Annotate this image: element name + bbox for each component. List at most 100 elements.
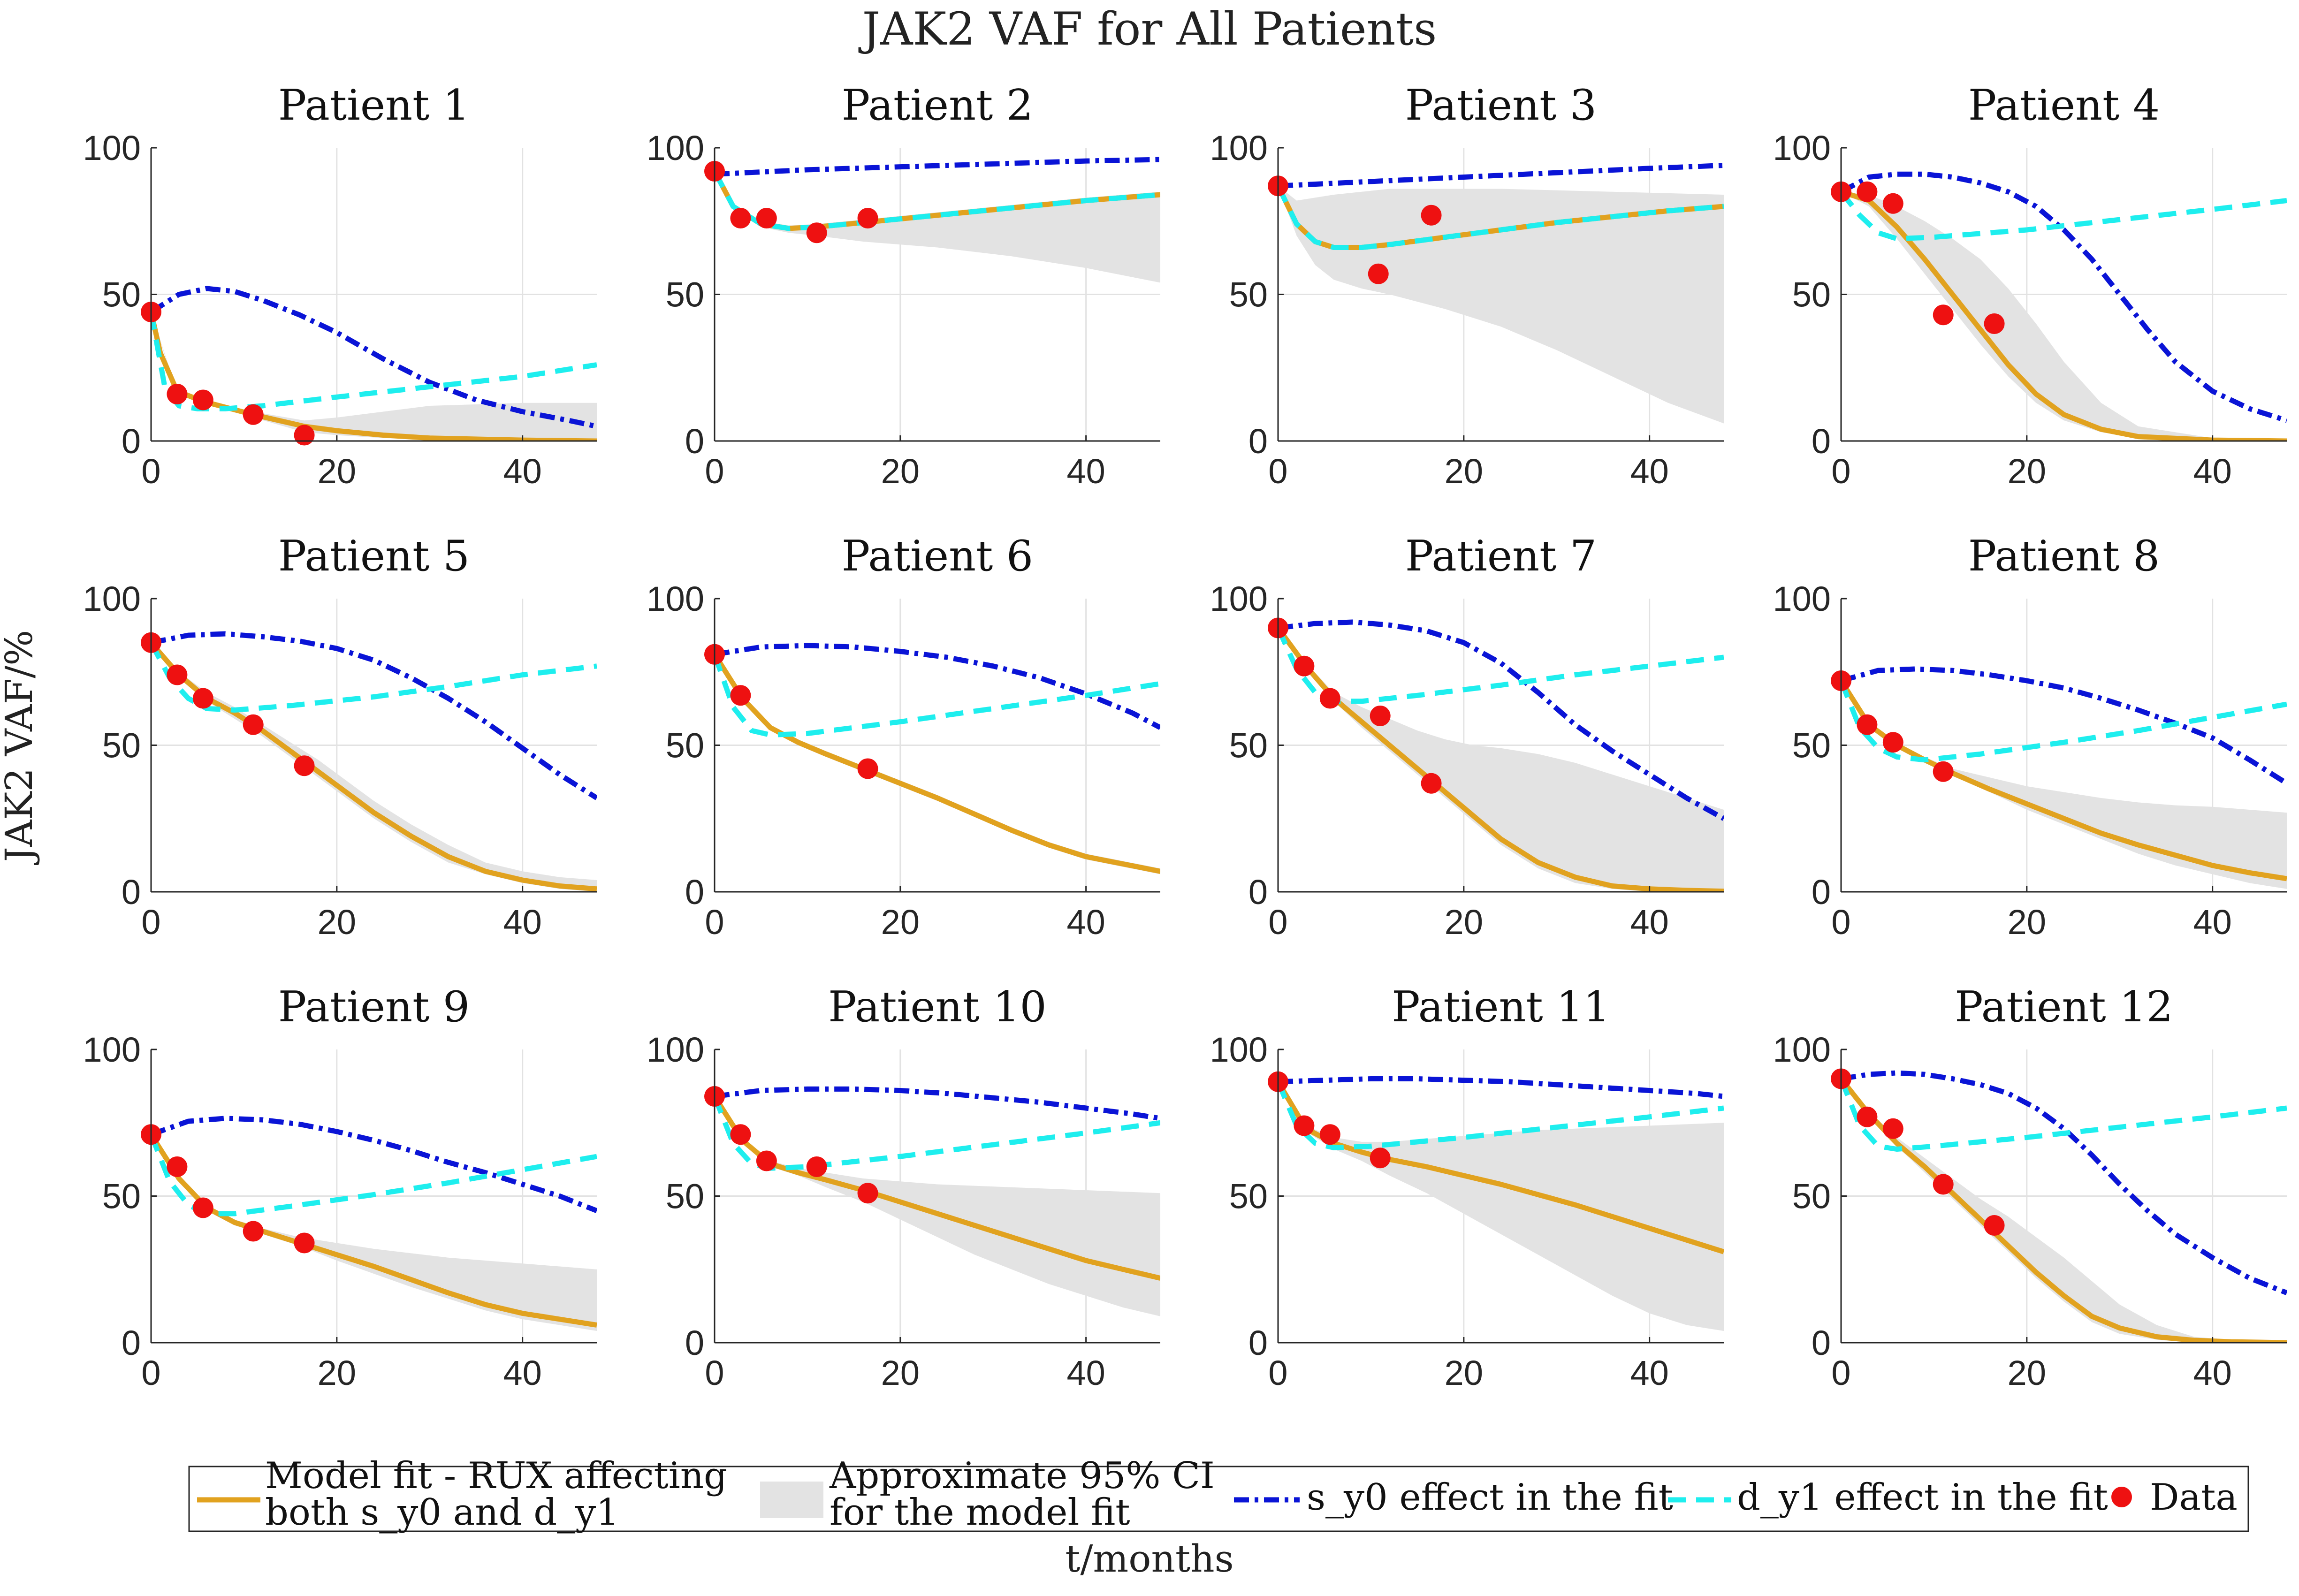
plot-area [1841, 1070, 2287, 1343]
plot-area [1278, 619, 1724, 892]
data-point [243, 404, 264, 425]
ci-band [1278, 628, 1724, 892]
panel-7: 0 20 40 0 50 100 Patient 7 [1210, 532, 1724, 942]
x-tick-label: 0 [1268, 1353, 1287, 1392]
sy0-effect-line [1841, 666, 2287, 786]
model-fit-line [1278, 626, 1724, 892]
data-point [294, 1232, 315, 1254]
panel-grid: 0 20 40 0 50 100 Patient 10 20 40 0 50 100 Patient 2… [83, 81, 2287, 1392]
data-point [294, 425, 315, 446]
dy1-effect-line [1278, 1080, 1724, 1150]
y-tick-label: 50 [666, 1177, 704, 1216]
y-axis-label: JAK2 VAF/% [0, 630, 41, 866]
x-tick-label: 20 [318, 1353, 356, 1392]
legend-data-swatch [2111, 1487, 2132, 1507]
data-point [1857, 181, 1878, 202]
panel-title: Patient 10 [828, 982, 1047, 1032]
ci-band [1841, 681, 2287, 889]
dy1-effect-line [151, 1133, 597, 1216]
data-point [192, 1197, 213, 1218]
y-tick-label: 50 [1229, 275, 1268, 314]
y-tick-label: 0 [1248, 422, 1268, 461]
y-tick-label: 100 [647, 579, 704, 618]
y-tick-label: 0 [122, 873, 141, 912]
y-tick-label: 0 [1812, 422, 1831, 461]
data-point [1984, 1215, 2005, 1236]
data-point [857, 758, 878, 779]
plot-area [151, 286, 597, 441]
ci-band [1278, 186, 1724, 424]
panel-title: Patient 2 [842, 81, 1033, 130]
data-point [857, 208, 878, 228]
ci-band [715, 1096, 1160, 1316]
dy1-effect-line [715, 1095, 1160, 1171]
data-point [730, 1124, 751, 1145]
sy0-effect-line [1278, 163, 1724, 189]
y-tick-label: 100 [83, 129, 141, 167]
y-tick-label: 50 [102, 1177, 141, 1216]
x-tick-label: 40 [2193, 452, 2232, 491]
legend-ci-label-2: for the model fit [830, 1491, 1130, 1534]
data-point [192, 389, 213, 410]
x-tick-label: 40 [2193, 1353, 2232, 1392]
legend-data-label: Data [2150, 1476, 2238, 1519]
legend-sy0-label: s_y0 effect in the fit [1307, 1476, 1673, 1519]
y-tick-label: 100 [647, 1030, 704, 1069]
x-tick-label: 0 [141, 452, 160, 491]
data-point [294, 755, 315, 776]
plot-area [151, 631, 597, 892]
data-point [857, 1183, 878, 1204]
y-tick-label: 100 [1210, 1030, 1268, 1069]
x-tick-label: 0 [1831, 452, 1850, 491]
data-point [192, 688, 213, 709]
dy1-effect-line [1841, 190, 2287, 242]
x-tick-label: 20 [1445, 452, 1483, 491]
y-tick-label: 100 [83, 579, 141, 618]
panel-title: Patient 11 [1392, 982, 1610, 1032]
model-fit-line [715, 653, 1160, 874]
data-point [1933, 1174, 1954, 1195]
y-tick-label: 100 [1773, 1030, 1831, 1069]
y-tick-label: 100 [1773, 129, 1831, 167]
panel-title: Patient 8 [1968, 532, 2160, 581]
data-point [730, 208, 751, 228]
plot-area [1278, 163, 1724, 424]
x-axis-label: t/months [1065, 1537, 1233, 1581]
dy1-effect-line [1278, 627, 1724, 704]
data-point [1984, 313, 2005, 334]
data-point [1368, 263, 1389, 284]
y-tick-label: 50 [666, 275, 704, 314]
legend: Model fit - RUX affecting both s_y0 and … [188, 1455, 2249, 1534]
panel-4: 0 20 40 0 50 100 Patient 4 [1773, 81, 2287, 491]
y-tick-label: 0 [122, 1323, 141, 1362]
panel-5: 0 20 40 0 50 100 Patient 5 [83, 532, 597, 942]
panel-title: Patient 12 [1955, 982, 2173, 1032]
x-tick-label: 0 [705, 903, 724, 942]
x-tick-label: 40 [1630, 1353, 1669, 1392]
data-point [1421, 773, 1442, 794]
x-tick-label: 20 [1445, 903, 1483, 942]
data-point [243, 714, 264, 735]
ci-band [715, 171, 1160, 283]
y-tick-label: 0 [1812, 873, 1831, 912]
y-tick-label: 100 [647, 129, 704, 167]
data-point [1294, 1115, 1315, 1136]
y-tick-label: 0 [1248, 873, 1268, 912]
data-point [1933, 304, 1954, 326]
x-tick-label: 40 [1067, 1353, 1105, 1392]
x-tick-label: 20 [2008, 452, 2046, 491]
plot-area [1841, 171, 2287, 441]
y-tick-label: 50 [1792, 1177, 1831, 1216]
dy1-effect-line [151, 641, 597, 713]
x-tick-label: 0 [141, 903, 160, 942]
x-tick-label: 0 [1831, 903, 1850, 942]
panel-1: 0 20 40 0 50 100 Patient 1 [83, 81, 597, 491]
data-point [806, 222, 827, 243]
dy1-effect-line [1841, 679, 2287, 763]
sy0-effect-line [1278, 619, 1724, 821]
model-fit-line [1841, 1077, 2287, 1343]
data-point [167, 384, 188, 404]
y-tick-label: 100 [1773, 579, 1831, 618]
x-tick-label: 0 [1831, 1353, 1850, 1392]
